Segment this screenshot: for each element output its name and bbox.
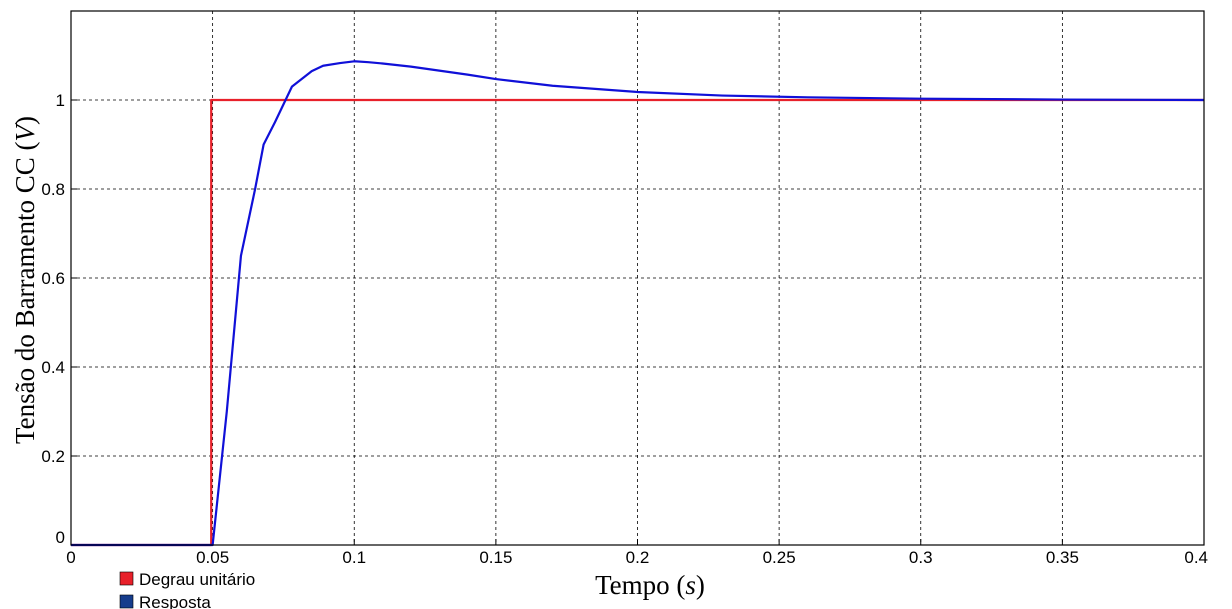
plot-area-frame bbox=[70, 10, 1205, 546]
x-tick-labels: 0 0.05 0.1 0.15 0.2 0.25 0.3 0.35 0.4 bbox=[66, 548, 1208, 567]
legend-label-degrau: Degrau unitário bbox=[139, 570, 255, 589]
legend-swatch-resposta bbox=[119, 594, 134, 609]
y-tick-label: 0.6 bbox=[41, 269, 65, 288]
y-tick-label: 0.2 bbox=[41, 447, 65, 466]
x-tick-label: 0 bbox=[66, 548, 75, 567]
x-tick-label: 0.15 bbox=[479, 548, 512, 567]
x-tick-label: 0.25 bbox=[763, 548, 796, 567]
y-tick-label: 0 bbox=[56, 528, 65, 547]
y-tick-label: 0.8 bbox=[41, 180, 65, 199]
x-tick-label: 0.3 bbox=[909, 548, 933, 567]
x-tick-label: 0.1 bbox=[342, 548, 366, 567]
y-axis-title: Tensão do Barramento CC (V) bbox=[10, 116, 40, 444]
y-tick-label: 0.4 bbox=[41, 358, 65, 377]
x-tick-label: 0.4 bbox=[1184, 548, 1208, 567]
series-degrau-unitario bbox=[71, 98, 1204, 547]
x-axis-title: Tempo (s) bbox=[595, 570, 705, 600]
legend-swatch-degrau bbox=[119, 571, 134, 586]
x-tick-label: 0.35 bbox=[1046, 548, 1079, 567]
series-resposta bbox=[71, 60, 1205, 547]
y-tick-labels: 0 0.2 0.4 0.6 0.8 1 bbox=[41, 91, 65, 547]
legend-label-resposta: Resposta bbox=[139, 593, 211, 609]
x-tick-label: 0.2 bbox=[626, 548, 650, 567]
y-tick-label: 1 bbox=[56, 91, 65, 110]
x-tick-label: 0.05 bbox=[196, 548, 229, 567]
legend: Degrau unitário Resposta bbox=[119, 570, 255, 609]
